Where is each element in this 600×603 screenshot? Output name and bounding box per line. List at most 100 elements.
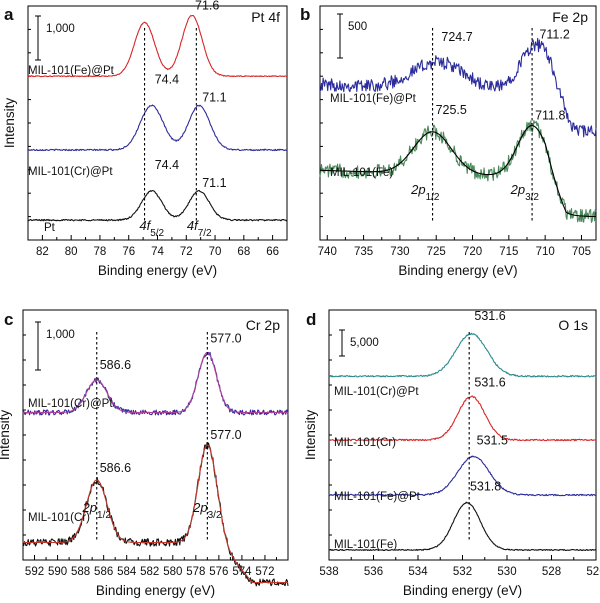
- x-tick-label: 725: [427, 246, 446, 258]
- panel-title: Cr 2p: [246, 317, 280, 333]
- peak-label: 711.2: [539, 28, 569, 42]
- x-tick-label: 715: [499, 246, 518, 258]
- orbital-label: 2p1/2: [82, 500, 112, 521]
- orbital-label: 2p3/2: [510, 182, 540, 203]
- x-tick-label: 580: [163, 566, 182, 578]
- scale-bar-label: 500: [348, 21, 367, 33]
- series-line: [319, 119, 597, 223]
- peak-label: 74.4: [155, 72, 179, 86]
- panel-letter: a: [4, 5, 14, 24]
- peak-label: 531.8: [470, 480, 501, 494]
- x-tick-label: 68: [237, 246, 250, 258]
- fit-line: [320, 125, 596, 218]
- peak-label: 531.5: [477, 433, 508, 447]
- scale-bar: [337, 13, 343, 59]
- scale-bar: [339, 329, 345, 357]
- series-name: MIL-101(Cr)@Pt: [334, 386, 419, 398]
- x-tick-label: 735: [354, 246, 373, 258]
- x-tick-label: 576: [209, 566, 228, 578]
- scale-bar-label: 5,000: [350, 337, 379, 349]
- x-axis-label: Binding energy (eV): [98, 263, 217, 278]
- peak-label: 586.6: [100, 461, 131, 475]
- series-line: [328, 455, 597, 497]
- x-tick-label: 586: [94, 566, 113, 578]
- series-name: MIL-101(Cr)@Pt: [28, 166, 113, 178]
- x-tick-label: 710: [536, 246, 555, 258]
- panel-title: Fe 2p: [552, 9, 588, 25]
- panel-letter: c: [4, 310, 13, 329]
- x-axis-label: Binding energy (eV): [96, 583, 215, 598]
- series-line: [27, 104, 288, 152]
- x-tick-label: 538: [319, 566, 338, 578]
- plot-frame: [27, 5, 288, 241]
- series-name: MIL-101(Fe)@Pt: [28, 65, 115, 77]
- x-tick-label: 78: [94, 246, 107, 258]
- series-line: [27, 15, 288, 78]
- x-tick-label: 572: [255, 566, 274, 578]
- x-tick-label: 720: [463, 246, 482, 258]
- panel-title: O 1s: [558, 317, 588, 333]
- x-tick-label: 66: [266, 246, 279, 258]
- y-axis-label: Intensity: [2, 98, 17, 149]
- series-name: MIL-101(Fe)@Pt: [330, 93, 417, 105]
- x-tick-label: 528: [542, 566, 561, 578]
- panel-letter: d: [306, 310, 316, 329]
- peak-label: 577.0: [210, 428, 241, 442]
- x-axis-label: Binding energy (eV): [398, 263, 517, 278]
- x-tick-label: 82: [36, 246, 49, 258]
- x-tick-label: 705: [572, 246, 591, 258]
- peak-label: 711.8: [535, 109, 565, 123]
- peak-label: 71.6: [195, 0, 219, 12]
- orbital-label: 2p3/2: [192, 500, 222, 521]
- x-tick-label: 584: [117, 566, 137, 578]
- panel-b: b Fe 2p 740 735 730 725 720 715 710 705 Binding en…: [300, 5, 597, 278]
- series-name: MIL-101(Fe)@Pt: [334, 491, 421, 503]
- x-tick-label: 578: [186, 566, 205, 578]
- fit-line: [23, 444, 288, 584]
- series-line: [328, 501, 597, 552]
- peak-label: 531.6: [474, 309, 505, 323]
- x-tick-label: 536: [364, 566, 383, 578]
- x-tick-label: 70: [209, 246, 222, 258]
- panel-title: Pt 4f: [251, 9, 280, 25]
- peak-label: 74.9: [148, 0, 172, 1]
- orbital-label: 2p1/2: [410, 182, 440, 203]
- peak-label: 725.5: [436, 103, 467, 117]
- panel-letter: b: [300, 5, 310, 24]
- peak-label: 74.4: [155, 158, 179, 172]
- series-name: MIL-101(Cr): [28, 512, 90, 524]
- scale-bar: [35, 15, 41, 61]
- x-tick-label: 530: [497, 566, 516, 578]
- orbital-label: 4f5/2: [139, 218, 164, 239]
- series-line: [22, 351, 289, 416]
- series-name: MIL-101(Cr): [334, 437, 396, 449]
- fit-line: [23, 351, 288, 414]
- y-axis-label: Intensity: [303, 410, 318, 461]
- series-line: [329, 395, 597, 442]
- scale-bar-label: 1,000: [46, 23, 75, 35]
- x-tick-label: 730: [390, 246, 409, 258]
- series-name: MIL-101(Fe): [334, 539, 397, 551]
- x-tick-label: 740: [318, 246, 337, 258]
- x-tick-label: 592: [25, 566, 44, 578]
- peak-label: 71.1: [202, 176, 226, 190]
- peak-label: 71.1: [202, 90, 226, 104]
- x-tick-label: 532: [453, 566, 472, 578]
- panel-a: a Pt 4f 82 80 78 76 74 72 70 68 66 Binding energy (…: [2, 0, 288, 278]
- x-tick-label: 74: [151, 246, 164, 258]
- scale-bar: [35, 321, 41, 371]
- series-line: [22, 442, 289, 587]
- series-line: [27, 189, 288, 222]
- peak-label: 586.6: [100, 358, 131, 372]
- peak-label: 531.6: [474, 375, 505, 389]
- x-tick-label: 588: [71, 566, 90, 578]
- series-line: [328, 332, 597, 378]
- x-tick-label: 72: [180, 246, 193, 258]
- panel-d: d O 1s 538 536 534 532 530 528 526 Binding energy…: [303, 309, 600, 598]
- x-axis-label: Binding energy (eV): [403, 583, 522, 598]
- x-tick-label: 526: [586, 566, 600, 578]
- x-tick-label: 582: [140, 566, 159, 578]
- orbital-label: 4f7/2: [187, 218, 212, 239]
